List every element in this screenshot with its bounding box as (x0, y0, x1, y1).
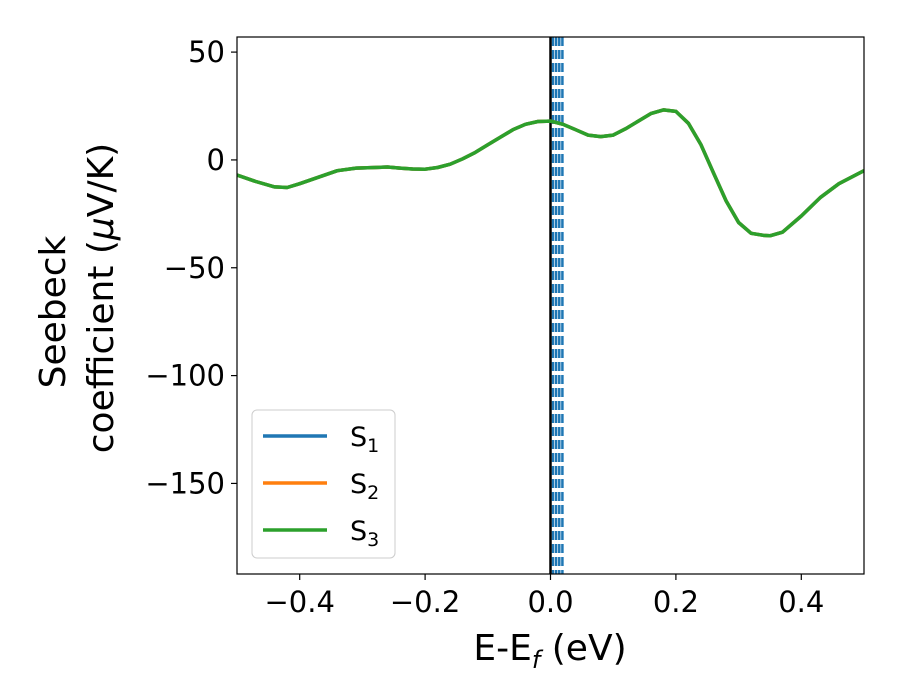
x-tick-label: −0.4 (264, 585, 334, 619)
x-tick-label: 0.2 (653, 585, 699, 619)
series-line-s3 (237, 108, 864, 238)
y-tick-label: −150 (145, 466, 225, 500)
y-axis-label-mu: μ (81, 217, 122, 241)
legend-label-subscript: 2 (367, 482, 379, 504)
x-tick-label: 0.4 (778, 585, 824, 619)
x-tick-label: 0.0 (527, 585, 573, 619)
x-axis-label: E-Ef (eV) (473, 628, 626, 674)
x-tick-label: −0.2 (390, 585, 460, 619)
y-tick-label: 0 (207, 143, 225, 177)
y-tick-label: −100 (145, 359, 225, 393)
y-axis-label-line1: Seebeck (33, 235, 74, 388)
x-axis-label-unit: (eV) (540, 628, 626, 669)
y-tick-label: −50 (164, 251, 225, 285)
legend-label-subscript: 3 (367, 529, 379, 551)
y-axis-label-line2: coefficient (μV/K) (81, 143, 122, 453)
y-tick-label: 50 (188, 35, 225, 69)
legend-label-subscript: 1 (367, 435, 379, 457)
